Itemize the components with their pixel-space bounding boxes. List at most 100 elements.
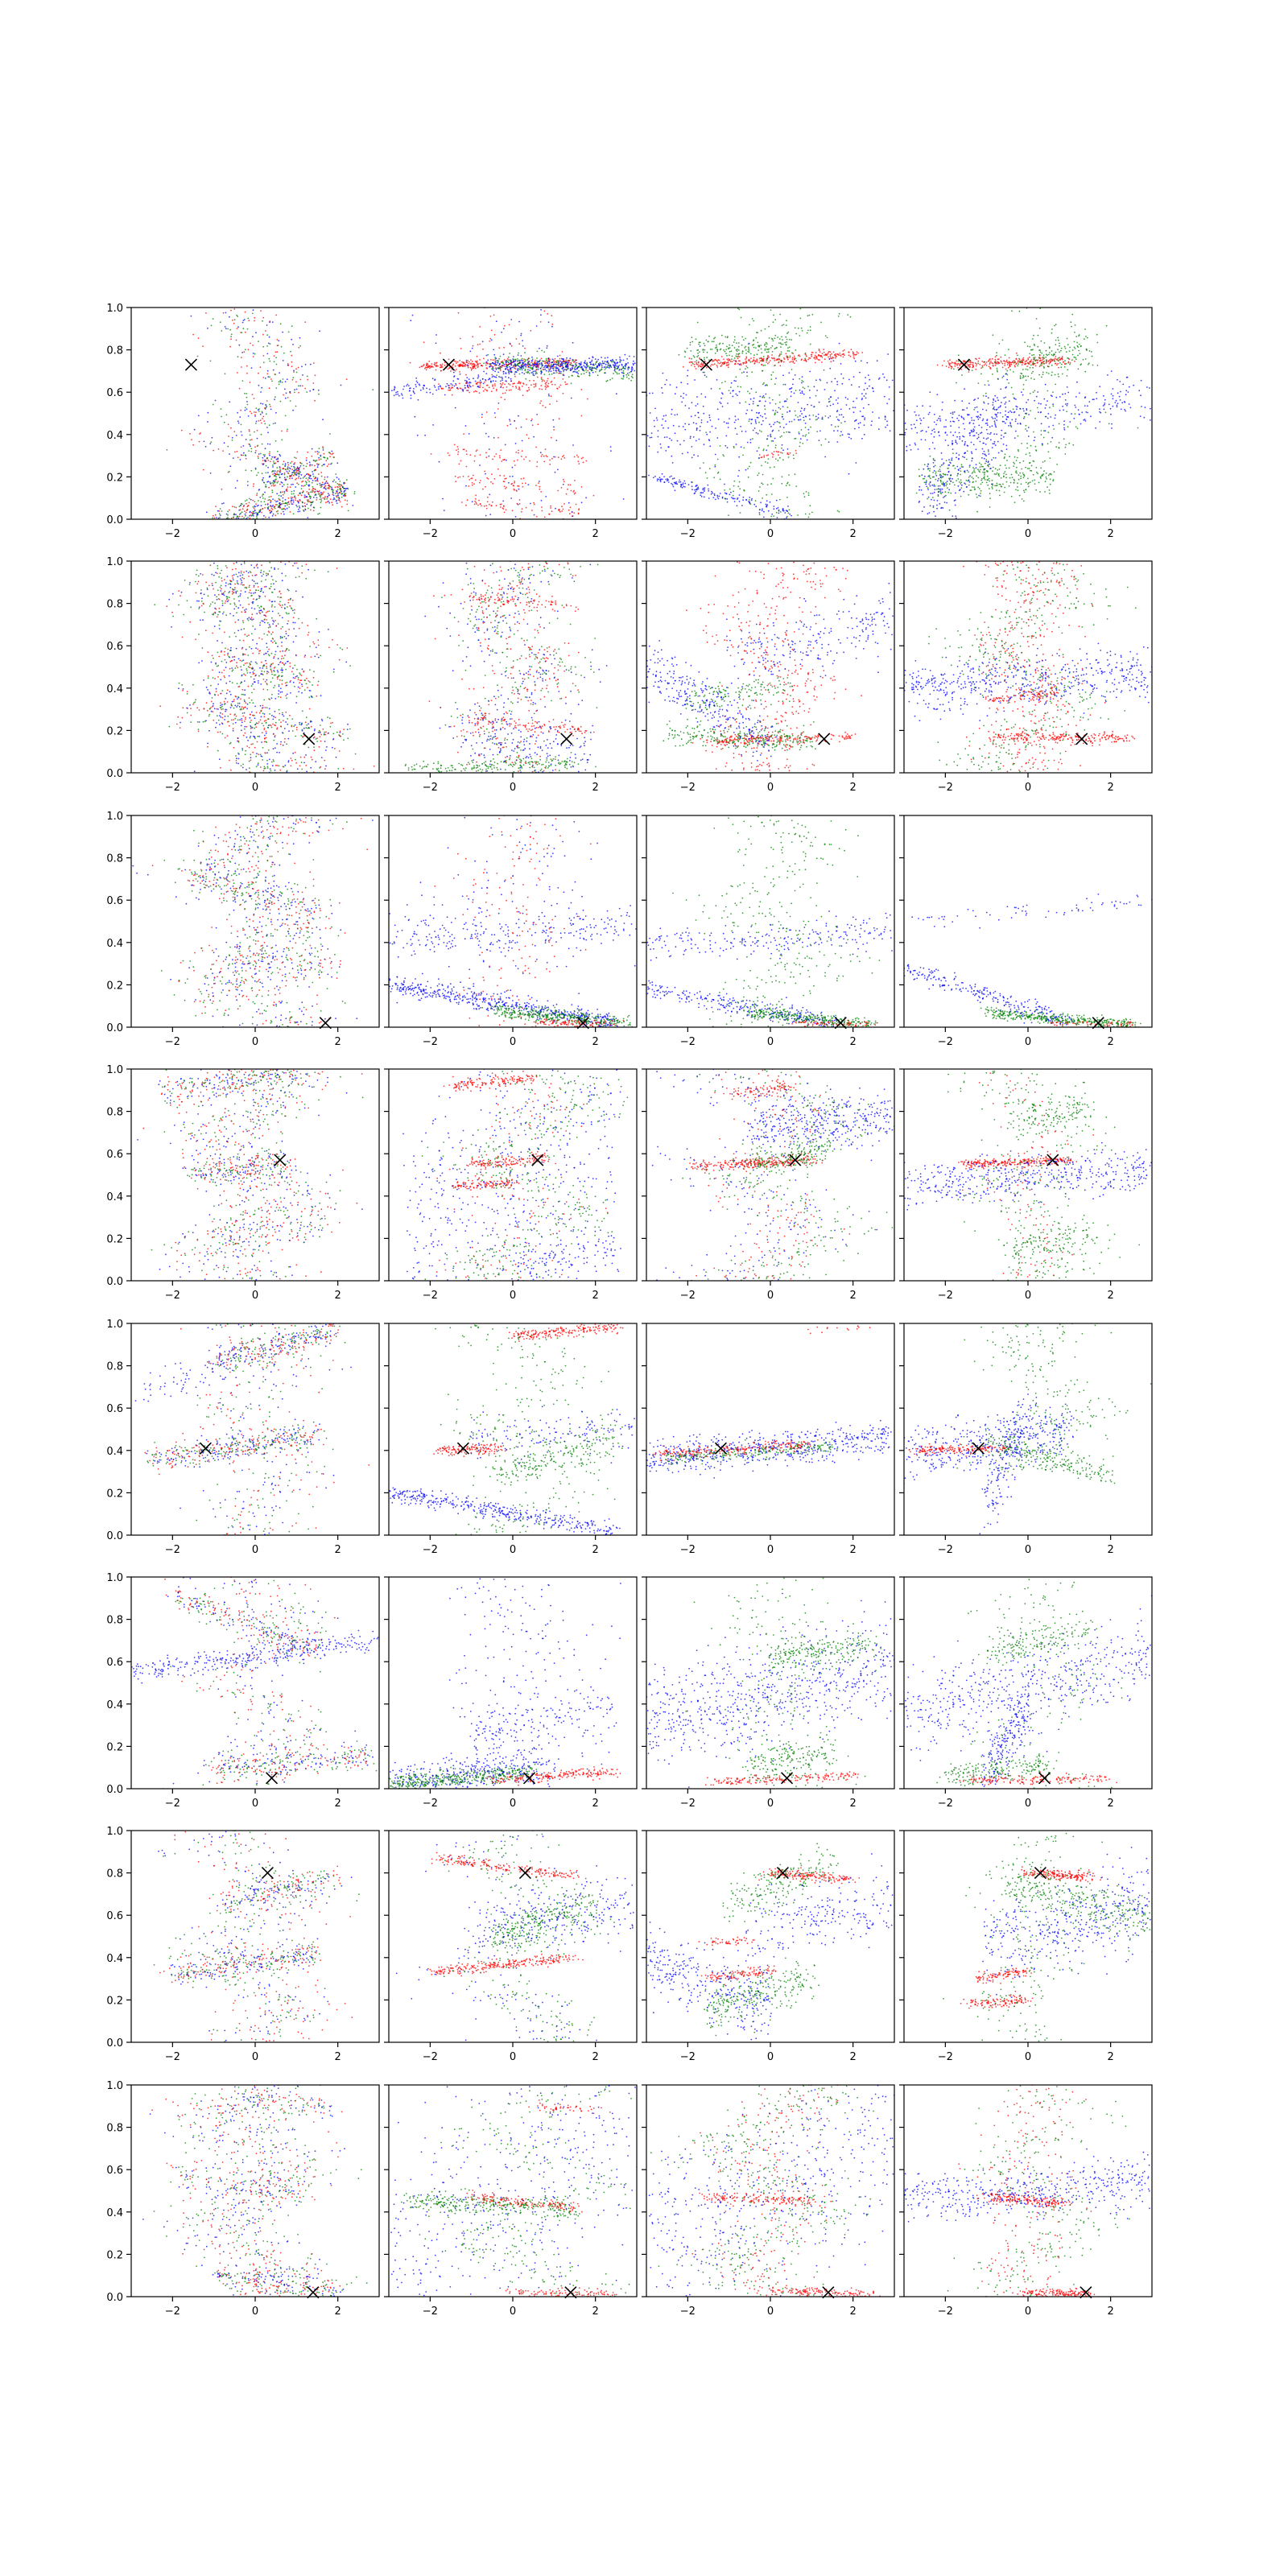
point-red [237, 372, 238, 374]
point-green [1039, 351, 1042, 353]
point-red [514, 464, 516, 466]
scatter-panel-r1-c1: −2 0 20.00.20.40.60.81.0 [106, 303, 380, 540]
point-red [1054, 357, 1056, 360]
point-green [310, 491, 312, 493]
point-green [762, 449, 765, 452]
point-red [535, 382, 537, 385]
point-blue [699, 345, 701, 347]
point-blue [299, 477, 302, 480]
point-green [1078, 349, 1080, 352]
point-red [793, 362, 795, 364]
point-blue [533, 436, 535, 438]
point-red [989, 363, 991, 365]
point-blue [276, 500, 279, 502]
point-blue [669, 437, 671, 440]
point-green [583, 373, 585, 375]
point-blue [445, 386, 447, 387]
point-blue [834, 378, 836, 380]
point-blue [799, 415, 801, 417]
point-red [554, 456, 556, 458]
point-blue [246, 401, 248, 402]
point-red [293, 463, 295, 465]
point-green [961, 374, 963, 376]
point-green [616, 372, 617, 374]
point-green [748, 420, 750, 423]
point-red [786, 453, 789, 455]
point-red [336, 496, 338, 498]
point-green [630, 375, 633, 378]
point-blue [309, 363, 312, 365]
point-green [737, 356, 738, 357]
point-blue [786, 448, 789, 450]
point-green [1046, 360, 1047, 361]
point-green [300, 488, 303, 489]
point-red [252, 356, 254, 357]
point-green [837, 425, 840, 427]
point-blue [301, 365, 303, 368]
point-green [807, 315, 809, 317]
point-red [457, 388, 459, 390]
point-red [540, 377, 543, 379]
point-blue [203, 440, 205, 443]
point-blue [490, 381, 492, 382]
point-blue [743, 371, 745, 374]
point-blue [477, 374, 480, 376]
point-blue [511, 475, 514, 477]
point-red [255, 450, 257, 452]
point-red [1000, 356, 1002, 358]
point-green [265, 464, 267, 467]
point-red [974, 362, 976, 365]
point-green [973, 409, 976, 411]
point-green [308, 477, 310, 479]
point-blue [539, 452, 542, 454]
point-blue [847, 433, 849, 435]
point-green [1051, 374, 1053, 377]
point-red [494, 360, 496, 361]
point-blue [742, 499, 744, 502]
point-green [278, 383, 280, 386]
point-green [774, 383, 776, 386]
point-red [761, 364, 763, 366]
point-green [766, 345, 767, 348]
point-green [299, 471, 301, 473]
point-blue [331, 488, 333, 490]
point-blue [769, 423, 770, 426]
point-red [699, 365, 701, 367]
point-green [749, 465, 750, 468]
point-red [321, 492, 323, 493]
point-green [748, 499, 750, 501]
point-blue [281, 473, 283, 475]
point-red [454, 365, 456, 367]
point-green [345, 479, 348, 481]
point-blue [518, 488, 520, 490]
point-red [541, 454, 543, 456]
point-red [242, 508, 244, 510]
point-red [495, 453, 497, 455]
point-green [1024, 341, 1026, 344]
point-red [215, 506, 217, 507]
point-green [724, 350, 726, 353]
point-green [261, 473, 263, 475]
point-red [555, 370, 558, 372]
point-red [258, 372, 259, 374]
point-green [335, 493, 336, 494]
point-red [232, 319, 233, 321]
point-green [215, 520, 217, 522]
point-blue [277, 460, 279, 463]
point-green [283, 352, 285, 354]
point-blue [317, 390, 320, 391]
point-blue [842, 378, 844, 379]
point-blue [555, 507, 556, 510]
point-red [541, 388, 543, 390]
point-green [812, 415, 815, 416]
point-blue [681, 452, 683, 455]
point-blue [291, 497, 292, 500]
point-blue [719, 401, 721, 403]
point-green [283, 502, 286, 505]
point-blue [512, 356, 514, 357]
point-blue [304, 364, 307, 365]
point-red [309, 509, 312, 511]
point-blue [531, 360, 534, 362]
point-blue [500, 386, 502, 388]
point-red [557, 456, 559, 459]
